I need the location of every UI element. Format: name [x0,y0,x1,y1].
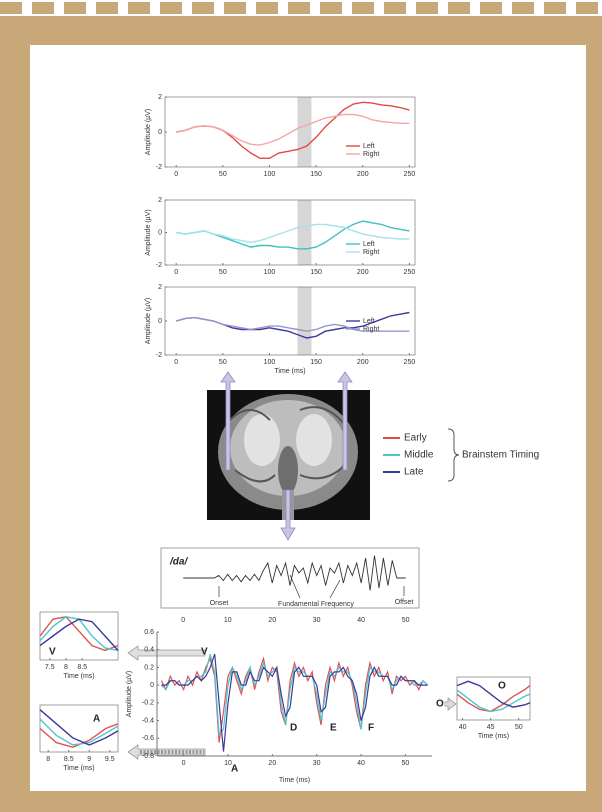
legend-label: Right [363,249,379,256]
annotation: Offset [395,599,414,606]
page: Brainstem Timing EarlyMiddleLate05010015… [0,0,602,812]
x-tick-label: 40 [357,760,365,767]
annotation: Fundamental Frequency [278,601,354,608]
annotation: V [49,647,56,658]
x-tick-label: 200 [357,359,369,366]
legend-label: Late [404,467,424,478]
x-axis-label: Time (ms) [279,777,310,784]
x-tick-label: 8.5 [64,756,74,763]
x-tick-label: 150 [310,171,322,178]
x-tick-label: 250 [404,171,416,178]
x-tick-label: 0 [174,359,178,366]
y-axis-label: Amplitude (µV) [145,209,152,255]
chart-title: /da/ [169,557,188,568]
x-tick-label: 50 [515,724,523,731]
x-tick-label: 0 [182,760,186,767]
x-tick-label: 8.5 [77,664,87,671]
y-axis-label: Amplitude (µV) [145,109,152,155]
x-tick-label: 30 [313,760,321,767]
annotation: O [498,681,506,692]
annotation: O [436,699,444,710]
x-tick-label: 100 [264,359,276,366]
x-tick-label: 50 [401,760,409,767]
shaded-region [297,287,311,355]
x-tick-label: 50 [219,269,227,276]
x-tick-label: 50 [402,617,410,624]
y-axis-label: Amplitude (µV) [126,671,133,717]
x-tick-label: 9.5 [105,756,115,763]
annotation: Onset [210,600,229,607]
legend-label: Left [363,143,375,150]
x-tick-label: 50 [219,171,227,178]
y-tick-label: 2 [158,284,162,291]
y-tick-label: 2 [158,94,162,101]
y-tick-label: 0.4 [144,647,154,654]
annotation: A [93,714,100,725]
x-tick-label: 100 [264,269,276,276]
x-tick-label: 45 [487,724,495,731]
y-tick-label: -0.8 [142,753,154,760]
x-tick-label: 100 [264,171,276,178]
x-tick-label: 20 [268,760,276,767]
x-tick-label: 200 [357,171,369,178]
y-tick-label: 2 [158,197,162,204]
x-tick-label: 50 [219,359,227,366]
legend-label: Right [363,326,379,333]
x-tick-label: 150 [310,269,322,276]
annotation: E [330,723,337,734]
x-tick-label: 0 [181,617,185,624]
y-tick-label: 0.6 [144,629,154,636]
x-tick-label: 7.5 [45,664,55,671]
legend-label: Left [363,318,375,325]
y-tick-label: 0 [158,229,162,236]
x-axis-label: Time (ms) [274,368,305,375]
x-tick-label: 40 [459,724,467,731]
x-axis-label: Time (ms) [478,733,509,740]
y-tick-label: 0 [158,129,162,136]
y-tick-label: -2 [156,352,162,359]
y-tick-label: -2 [156,262,162,269]
annotation: V [201,647,208,658]
y-axis-label: Amplitude (µV) [145,298,152,344]
legend-label: Right [363,151,379,158]
x-axis-label: Time (ms) [63,765,94,772]
y-tick-label: 0.2 [144,664,154,671]
annotation: A [231,764,238,775]
y-tick-label: 0 [150,682,154,689]
legend-label: Early [404,433,427,444]
annotation: D [290,723,297,734]
x-tick-label: 200 [357,269,369,276]
figure: Brainstem Timing EarlyMiddleLate05010015… [0,0,602,812]
x-tick-label: 9 [87,756,91,763]
legend-title: Brainstem Timing [462,450,539,461]
x-axis-label: Time (ms) [63,673,94,680]
x-tick-label: 0 [174,171,178,178]
x-tick-label: 8 [46,756,50,763]
y-tick-label: -0.2 [142,700,154,707]
x-tick-label: 40 [357,617,365,624]
y-tick-label: -2 [156,164,162,171]
x-tick-label: 250 [404,269,416,276]
y-tick-label: 0 [158,318,162,325]
shaded-region [297,200,311,265]
legend-label: Middle [404,450,434,461]
legend-label: Left [363,241,375,248]
y-tick-label: -0.6 [142,735,154,742]
x-tick-label: 150 [310,359,322,366]
x-tick-label: 10 [224,617,232,624]
annotation: F [368,723,374,734]
x-tick-label: 250 [404,359,416,366]
x-tick-label: 8 [64,664,68,671]
x-tick-label: 30 [313,617,321,624]
x-tick-label: 20 [268,617,276,624]
y-tick-label: -0.4 [142,717,154,724]
shaded-region [297,97,311,167]
x-tick-label: 0 [174,269,178,276]
